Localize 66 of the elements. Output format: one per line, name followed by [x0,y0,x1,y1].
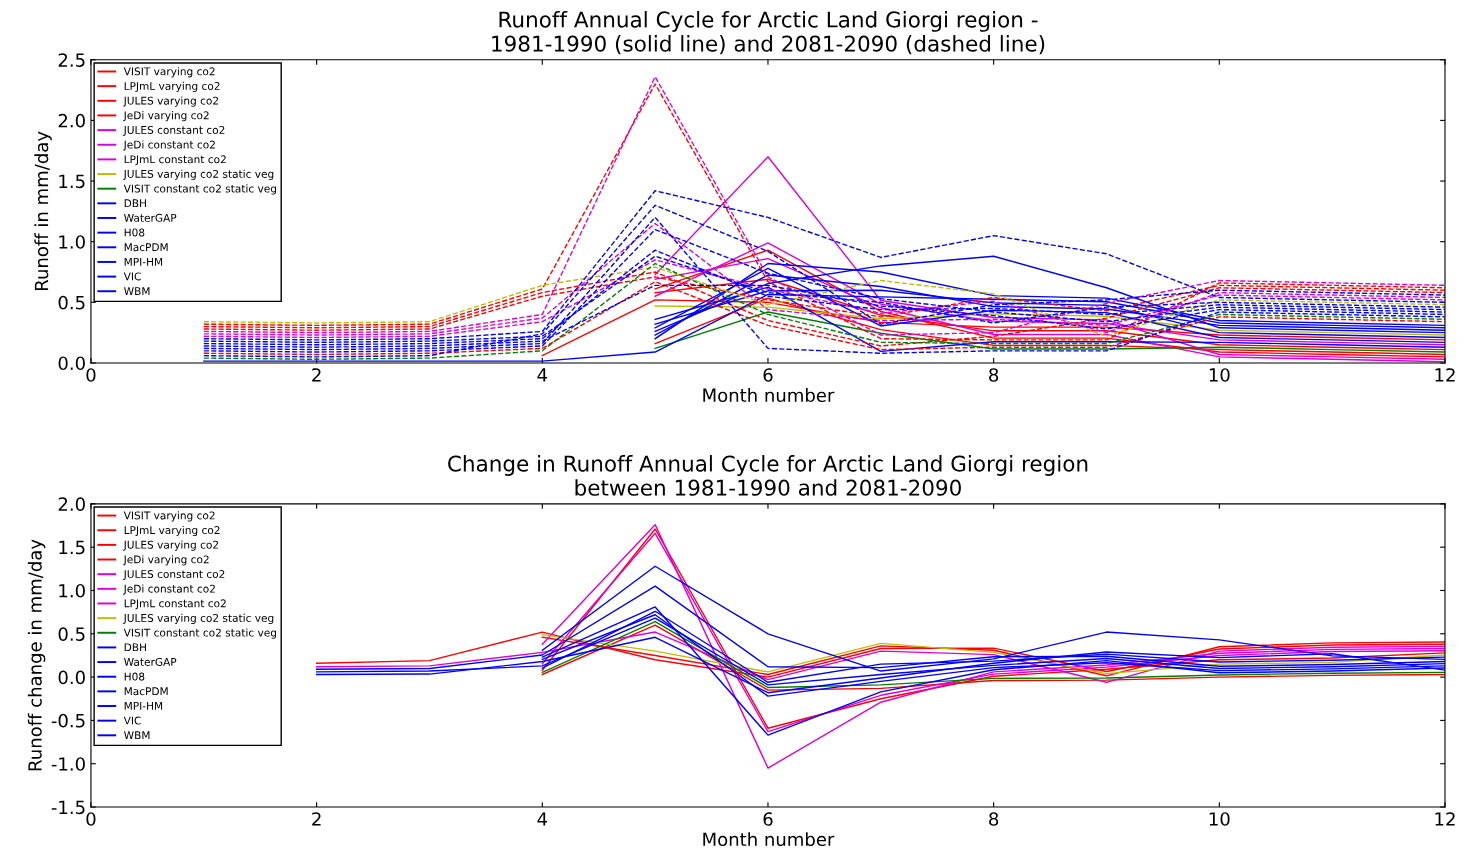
y-tick-label: 1.5 [59,540,85,555]
x-tick-label: 10 [1209,812,1230,826]
legend-label: JeDi constant co2 [123,584,215,595]
x-tick-label: 6 [763,812,773,826]
legend-label: MacPDM [124,243,168,252]
legend-label: JULES varying co2 static veg [123,169,274,180]
x-tick-label: 10 [1209,368,1230,382]
x-tick-label: 0 [86,812,96,826]
legend-label: LPJmL constant co2 [124,155,226,166]
x-tick-label: 2 [312,368,321,382]
y-tick-label: -0.5 [51,713,85,728]
y-tick-label: 1.0 [59,235,85,249]
y-tick-label: 2.0 [58,497,85,511]
legend-label: VISIT constant co2 static veg [123,184,277,195]
legend-label: JULES varying co2 [123,540,219,551]
x-tick-label: 12 [1435,812,1455,826]
x-tick-label: 12 [1435,368,1455,382]
legend-label: MacPDM [124,687,168,696]
chart-title: Change in Runoff Annual Cycle for Arctic Land Giorgi region between 1981-1990 and 2081-2090 [448,455,1088,496]
x-axis-title: Month number [703,388,835,403]
x-tick-label: 4 [537,812,548,826]
y-tick-label: 2.5 [58,53,85,67]
legend-label: JeDi constant co2 [123,140,215,151]
x-axis-title: Month number [703,832,835,847]
x-tick-label: 0 [86,368,96,382]
x-tick-label: 6 [763,368,773,382]
y-tick-label: -1.5 [51,800,85,815]
y-tick-label: 0.5 [58,295,85,310]
y-tick-label: 2.0 [58,113,85,128]
chart-title: Runoff Annual Cycle for Arctic Land Giorgi region - 1981-1990 (solid line) and 2081-2090 (dashed line) [492,10,1045,55]
y-axis-title: Runoff in mm/day [34,131,52,290]
x-tick-label: 8 [989,368,999,382]
legend-label: LPJmL varying co2 [124,81,220,93]
legend-label: DBH [124,199,146,208]
legend-label: H08 [124,672,145,681]
legend-label: WBM [124,731,150,740]
legend-label: LPJmL constant co2 [124,599,226,610]
legend-label: JeDi varying co2 [123,555,209,566]
y-axis-title: Runoff change in mm/day [27,539,46,771]
y-tick-label: -1.0 [51,757,85,771]
y-tick-label: 1.5 [59,174,85,189]
legend-label: MPI-HM [124,702,163,710]
legend-label: DBH [124,643,146,652]
x-tick-label: 4 [537,368,548,382]
legend-label: JULES constant co2 [123,125,225,136]
y-tick-label: 1.0 [59,583,85,598]
legend-label: WaterGAP [124,213,177,222]
x-tick-label: 8 [989,812,999,826]
legend-label: JULES varying co2 [123,96,219,107]
legend-label: VISIT varying co2 [123,67,215,78]
legend-label: WBM [124,287,150,295]
legend-label: MPI-HM [124,257,163,266]
legend-label: VIC [123,716,141,725]
x-tick-label: 2 [312,812,321,826]
legend-label: VISIT varying co2 [123,511,215,522]
legend-label: VISIT constant co2 static veg [123,628,277,639]
y-tick-label: 0.5 [58,627,85,641]
y-tick-label: 0.0 [58,670,85,685]
legend-label: H08 [124,228,145,237]
legend-label: VIC [123,272,141,281]
legend-label: JULES constant co2 [123,570,225,580]
legend-label: JeDi varying co2 [123,111,209,122]
y-tick-label: 0.0 [58,356,85,371]
legend-label: JULES varying co2 static veg [123,613,274,625]
legend-label: LPJmL varying co2 [124,525,220,537]
legend-label: WaterGAP [124,657,177,666]
